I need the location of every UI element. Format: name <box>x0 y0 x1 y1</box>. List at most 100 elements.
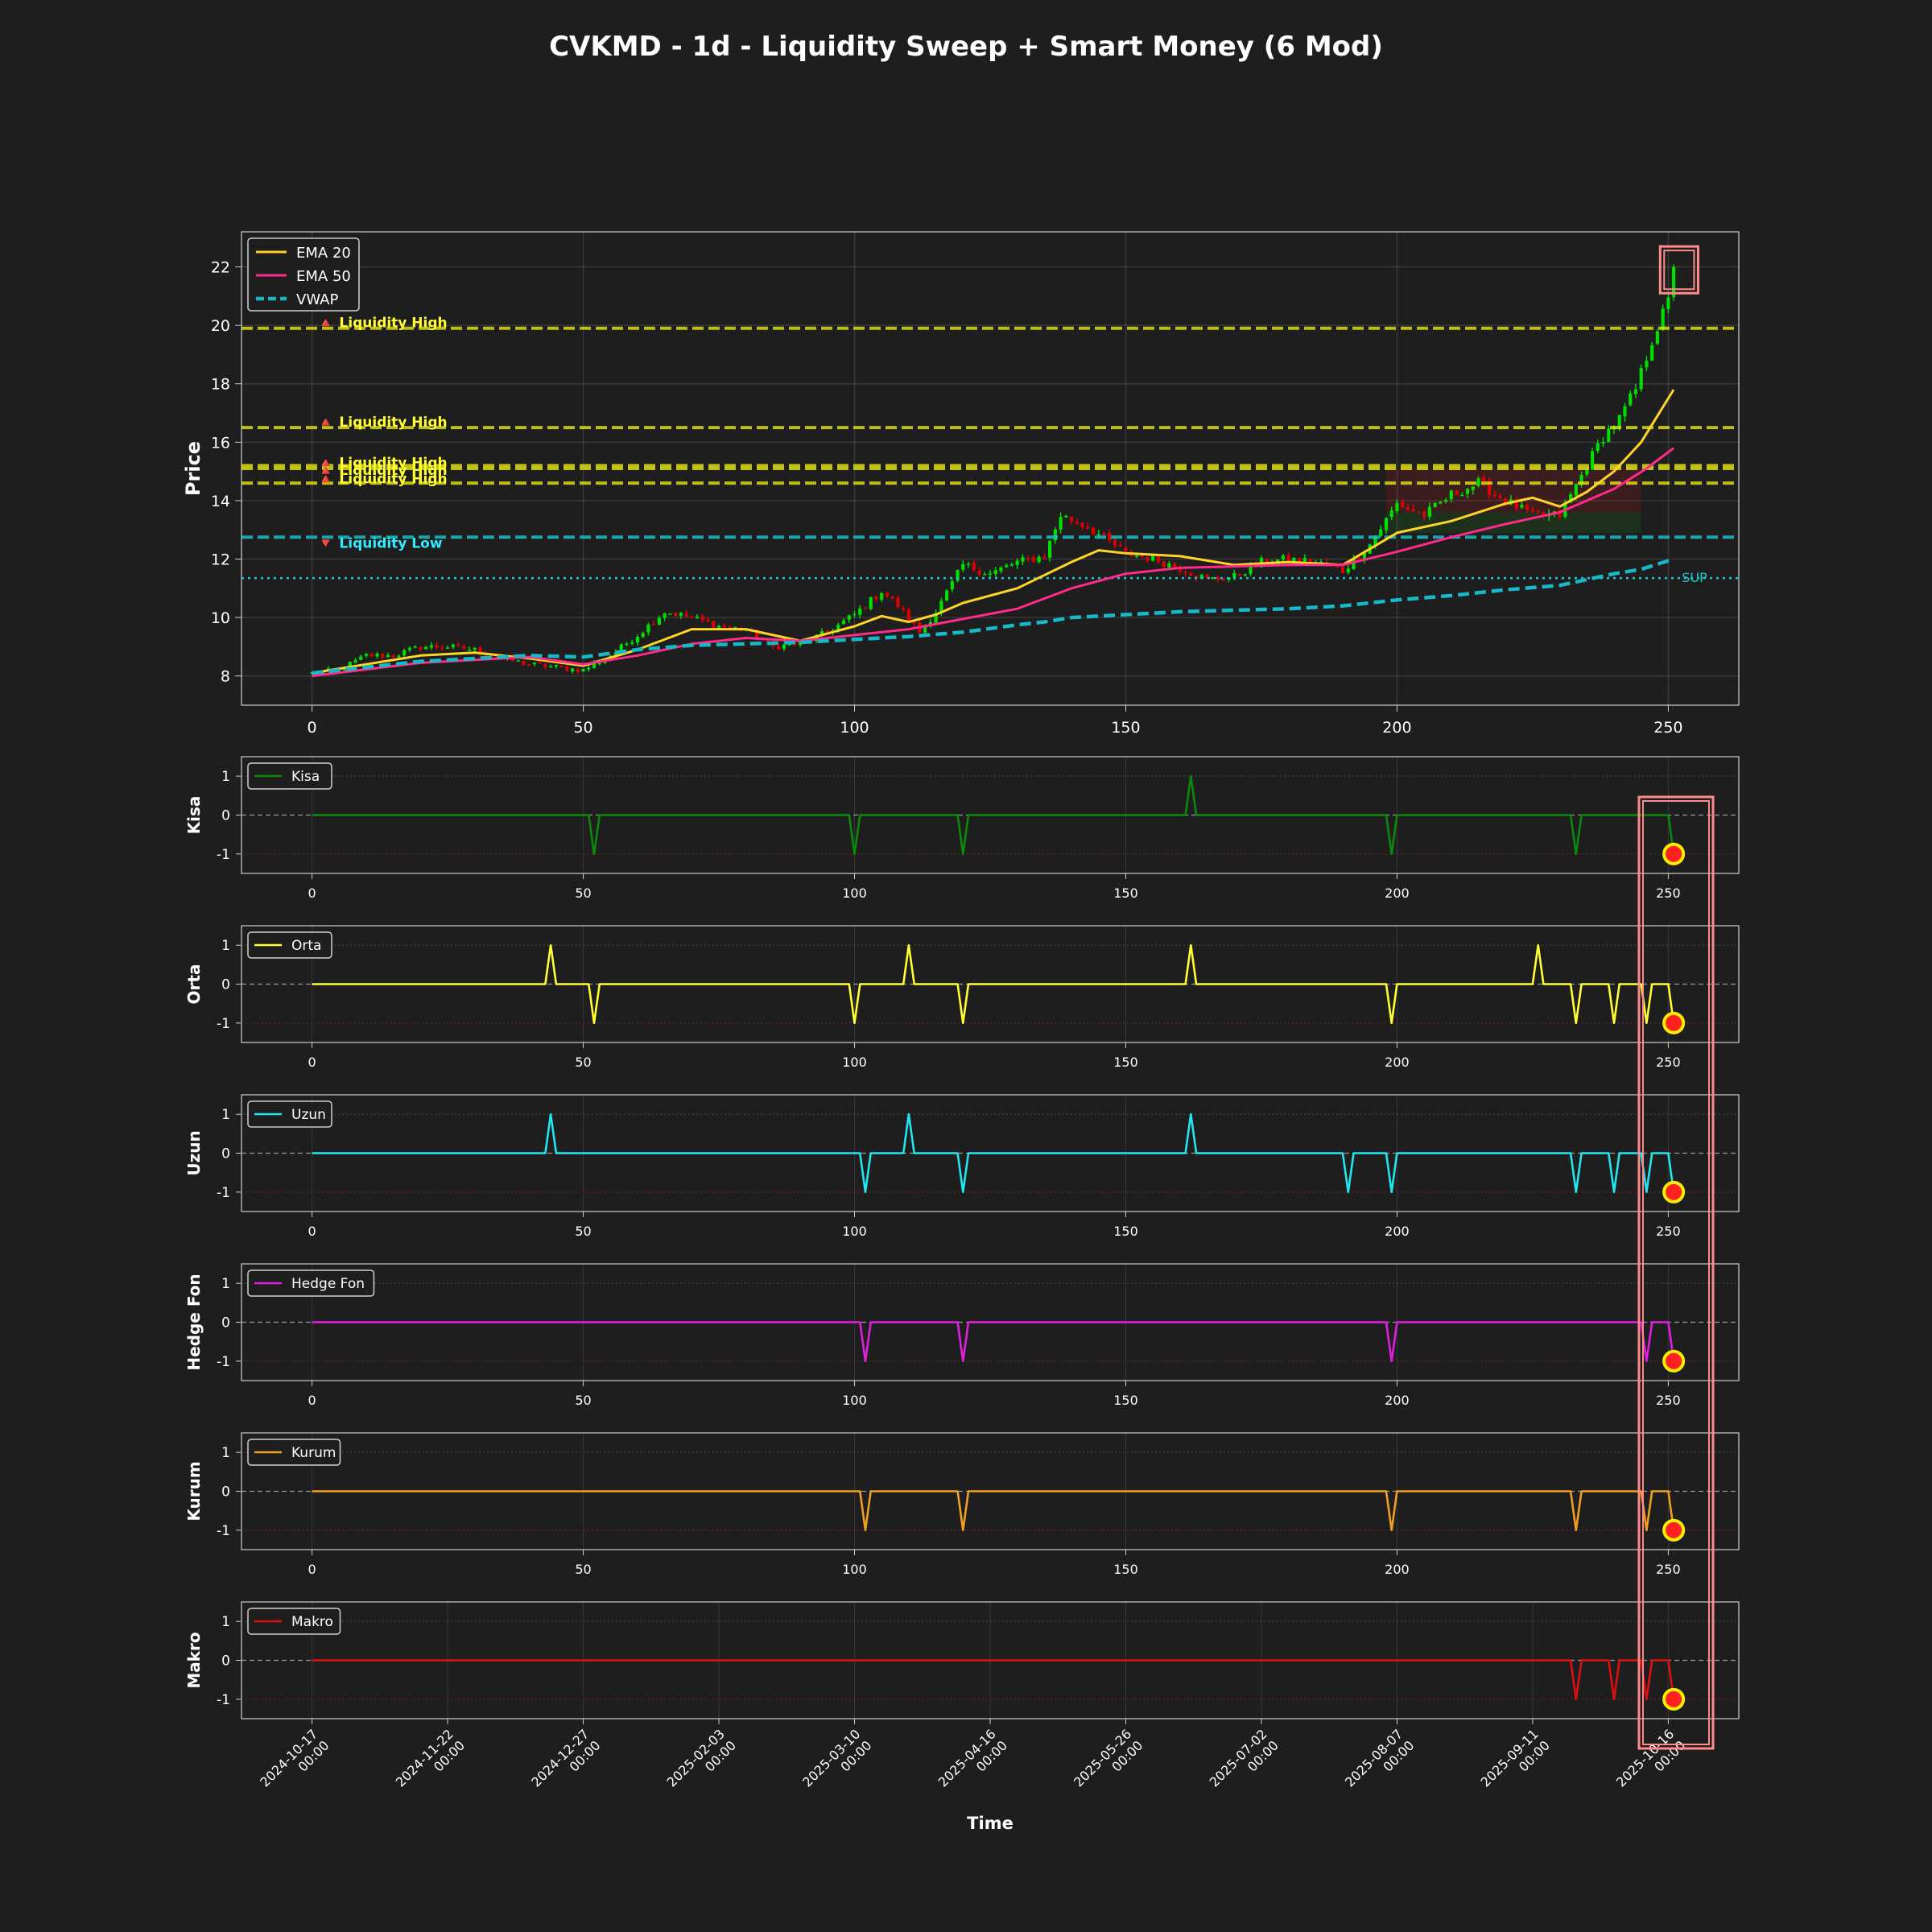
candle-body <box>668 613 672 615</box>
candle-body <box>1211 577 1215 579</box>
price-highlight-box-inner <box>1663 250 1695 291</box>
candle-body <box>1357 557 1361 559</box>
signal-ytick-label: 1 <box>221 769 230 785</box>
candle-body <box>424 646 428 650</box>
signal-ylabel: Hedge Fon <box>184 1274 204 1370</box>
signal-ytick-label: -1 <box>217 847 230 863</box>
signal-xtick-label: 250 <box>1656 886 1681 901</box>
candle-body <box>532 663 537 664</box>
signal-ytick-label: -1 <box>217 1523 230 1539</box>
signal-line <box>312 1490 1675 1532</box>
candle-body <box>646 624 650 633</box>
candle-body <box>353 659 357 663</box>
candle-body <box>592 663 597 668</box>
candle-body <box>1205 574 1209 578</box>
candle-body <box>435 645 439 648</box>
candle-body <box>391 655 395 658</box>
candle-body <box>1650 345 1654 361</box>
candle-body <box>1639 367 1643 390</box>
candle-body <box>1422 511 1426 518</box>
price-ytick-label: 12 <box>211 551 230 569</box>
candle-body <box>1281 555 1286 559</box>
candle-body <box>1075 522 1079 524</box>
candle-body <box>1042 556 1046 559</box>
candle-body <box>402 650 407 656</box>
chart-title: CVKMD - 1d - Liquidity Sweep + Smart Mon… <box>549 31 1383 63</box>
liquidity-level-label: 🔻 Liquidity Low <box>317 536 442 552</box>
signal-ytick-label: 0 <box>221 1653 230 1670</box>
candle-body <box>625 643 629 646</box>
candle-body <box>819 630 824 634</box>
candle-body <box>522 660 526 665</box>
legend-entry: EMA 50 <box>296 268 351 285</box>
candle-body <box>451 644 455 647</box>
candle-body <box>1590 451 1595 470</box>
candle-body <box>549 666 553 668</box>
candle-body <box>988 573 993 575</box>
price-xtick-label: 200 <box>1382 719 1411 737</box>
candle-body <box>1108 533 1112 540</box>
candle-body <box>1118 545 1122 547</box>
x-axis-label: Time <box>967 1814 1013 1833</box>
signal-ytick-label: -1 <box>217 1016 230 1032</box>
signal-ytick-label: 0 <box>221 977 230 993</box>
candle-body <box>722 625 726 628</box>
candle-body <box>836 624 840 632</box>
candle-body <box>1173 563 1177 568</box>
signal-legend-label: Kurum <box>291 1445 336 1461</box>
candle-body <box>1298 558 1302 563</box>
candle-body <box>1292 557 1296 562</box>
signal-legend-frame <box>247 1439 341 1466</box>
signal-xtick-label: 100 <box>842 1393 867 1408</box>
candle-body <box>923 625 927 633</box>
candle-body <box>1113 539 1117 546</box>
candle-body <box>1585 470 1589 475</box>
candle-body <box>1037 556 1041 563</box>
candle-body <box>581 669 585 672</box>
candle-body <box>473 647 477 650</box>
candle-body <box>1574 484 1578 496</box>
candle-body <box>716 625 721 629</box>
candle-body <box>1558 510 1562 518</box>
signal-ylabel: Makro <box>184 1632 204 1688</box>
last-signal-marker <box>1662 1180 1686 1203</box>
candle-body <box>381 654 385 658</box>
candle-body <box>342 669 347 671</box>
candle-body <box>1395 502 1399 511</box>
legend-entry: EMA 20 <box>296 245 351 262</box>
signal-legend-frame <box>247 931 332 959</box>
candle-body <box>1427 506 1431 517</box>
candle-body <box>799 642 803 646</box>
candle-body <box>1189 573 1193 576</box>
candle-body <box>386 654 390 658</box>
candle-body <box>1661 308 1665 330</box>
candle-body <box>1005 565 1009 568</box>
last-signal-marker <box>1662 1011 1686 1034</box>
indicator-line-vwap <box>312 557 1674 675</box>
candle-body <box>1059 517 1063 530</box>
last-signal-marker <box>1662 1518 1686 1542</box>
candle-body <box>852 613 857 616</box>
candle-body <box>684 613 688 617</box>
signal-ytick-label: -1 <box>217 1354 230 1370</box>
signal-ytick-label: 0 <box>221 1484 230 1501</box>
candle-body <box>966 564 971 565</box>
candle-body <box>1417 511 1421 514</box>
signal-legend-label: Orta <box>291 938 321 954</box>
candle-body <box>635 637 640 643</box>
candle-body <box>348 662 352 669</box>
candle-body <box>944 590 949 601</box>
signal-line <box>312 1321 1675 1363</box>
liquidity-level-label: 🔺 Liquidity High <box>317 456 447 472</box>
signal-ytick-label: 1 <box>221 1614 230 1630</box>
signal-line <box>312 1113 1675 1194</box>
candle-body <box>440 647 444 649</box>
signal-panel-hedge: 0 50 100 150 200 250 1 0 -1 Hedge Fon Hedge Fon <box>184 1263 1740 1408</box>
candle-body <box>576 669 580 672</box>
candle-body <box>1162 561 1166 568</box>
candle-body <box>1265 559 1269 564</box>
candle-body <box>972 563 976 571</box>
